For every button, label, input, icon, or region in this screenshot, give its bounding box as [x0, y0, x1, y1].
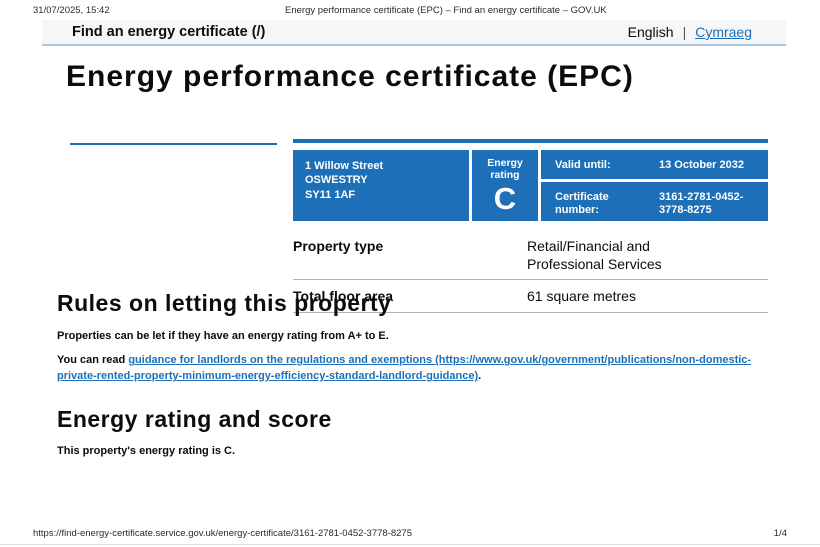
- print-header: 31/07/2025, 15:42 Energy performance cer…: [0, 5, 820, 19]
- service-header-bar: Find an energy certificate (/) English |…: [42, 20, 786, 46]
- energy-rating-label: Energy rating: [487, 157, 523, 182]
- contents-top-rule: [70, 143, 277, 145]
- total-floor-area-label: Total floor area: [293, 288, 394, 304]
- table-row: Total floor area 61 square metres: [293, 280, 768, 313]
- rules-paragraph: Properties can be let if they have an en…: [57, 330, 389, 342]
- service-name-link[interactable]: Find an energy certificate (/): [72, 24, 266, 40]
- certificate-meta-panel: Valid until: 13 October 2032 Certificate…: [541, 150, 768, 221]
- property-type-value: Retail/Financial and Professional Servic…: [527, 238, 662, 272]
- property-address: 1 Willow Street OSWESTRY SY11 1AF: [293, 150, 469, 221]
- print-page-number: 1/4: [773, 528, 787, 539]
- energy-rating-paragraph: This property's energy rating is C.: [57, 445, 236, 458]
- print-footer-url: https://find-energy-certificate.service.…: [33, 528, 412, 539]
- summary-box-top-rule: [293, 139, 768, 143]
- certificate-number-value: 3161-2781-0452-3778-8275: [659, 190, 744, 216]
- page-sections: Rules on letting this property Propertie…: [57, 290, 780, 468]
- guidance-link-prefix: You can read: [57, 354, 129, 367]
- print-footer: https://find-energy-certificate.service.…: [0, 528, 820, 542]
- guidance-paragraph: You can read guidance for landlords on t…: [57, 353, 780, 385]
- property-type-label: Property type: [293, 238, 384, 254]
- address-line-3: SY11 1AF: [305, 188, 356, 201]
- certificate-number-label: Certificate number:: [555, 190, 609, 216]
- valid-until-value: 13 October 2032: [659, 159, 744, 171]
- energy-rating-panel: Energy rating C: [469, 150, 541, 221]
- table-row: Property type Retail/Financial and Profe…: [293, 230, 768, 280]
- property-details-table: Property type Retail/Financial and Profe…: [293, 230, 768, 313]
- language-link-cymraeg[interactable]: Cymraeg: [695, 24, 752, 40]
- summary-columns: 1 Willow Street OSWESTRY SY11 1AF Energy…: [70, 139, 768, 313]
- rules-heading: Rules on letting this property: [57, 290, 392, 316]
- valid-until-label: Valid until:: [555, 159, 611, 171]
- page-bottom-edge: [0, 544, 820, 545]
- guidance-for-landlords-link[interactable]: guidance for landlords on the regulation…: [57, 354, 752, 383]
- address-line-1: 1 Willow Street: [305, 160, 384, 172]
- valid-until-row: Valid until: 13 October 2032: [541, 150, 768, 182]
- certificate-column: 1 Willow Street OSWESTRY SY11 1AF Energy…: [293, 139, 768, 313]
- language-separator: |: [682, 24, 687, 40]
- print-datetime: 31/07/2025, 15:42: [33, 5, 110, 16]
- guidance-link-suffix: .: [478, 370, 482, 383]
- energy-rating-letter: C: [493, 181, 517, 217]
- total-floor-area-value: 61 square metres: [527, 288, 636, 304]
- page-title: Energy performance certificate (EPC): [66, 60, 634, 93]
- language-current: English: [627, 24, 674, 40]
- certificate-summary-box: 1 Willow Street OSWESTRY SY11 1AF Energy…: [293, 150, 768, 221]
- print-document-title: Energy performance certificate (EPC) – F…: [285, 5, 607, 16]
- address-line-2: OSWESTRY: [305, 174, 368, 187]
- energy-rating-heading: Energy rating and score: [57, 406, 332, 433]
- language-switcher: English | Cymraeg: [628, 24, 752, 40]
- certificate-number-row: Certificate number: 3161-2781-0452-3778-…: [541, 182, 768, 221]
- contents-column: [70, 139, 277, 313]
